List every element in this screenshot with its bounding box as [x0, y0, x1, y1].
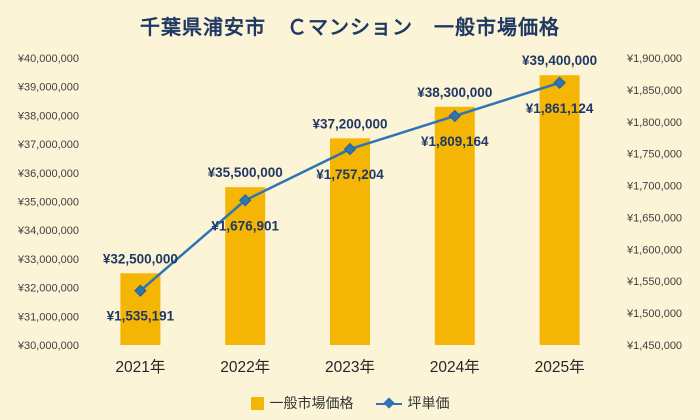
line-marker-2022年: [238, 194, 252, 207]
left-axis-tick-label: ¥40,000,000: [17, 53, 79, 65]
legend-item-market-price: 一般市場価格: [250, 393, 354, 413]
bar-series-swatch-icon: [250, 396, 264, 410]
left-axis-tick-label: ¥35,000,000: [17, 197, 79, 209]
right-axis-tick-label: ¥1,550,000: [626, 276, 682, 288]
left-axis-tick-label: ¥36,000,000: [17, 168, 79, 180]
right-axis-tick-label: ¥1,750,000: [626, 149, 682, 161]
bar-2022年: [225, 187, 266, 345]
line-marker-2021年: [134, 284, 147, 297]
right-axis-tick-label: ¥1,600,000: [626, 244, 682, 256]
x-axis-label: 2022年: [220, 358, 270, 376]
x-axis-label: 2021年: [115, 358, 165, 376]
left-axis-tick-label: ¥32,000,000: [17, 283, 79, 295]
right-axis-tick-label: ¥1,650,000: [626, 212, 682, 224]
right-axis-tick-label: ¥1,700,000: [626, 181, 682, 193]
line-marker-2025年: [553, 76, 566, 90]
chart-title: 千葉県浦安市 Ｃマンション 一般市場価格: [140, 17, 560, 39]
legend: 一般市場価格 坪単価: [0, 393, 700, 413]
line-data-label: ¥1,757,204: [316, 167, 384, 182]
legend-item-tsubo-price: 坪単価: [375, 393, 450, 413]
right-axis-tick-label: ¥1,900,000: [626, 53, 682, 65]
bar-data-label: ¥32,500,000: [103, 251, 178, 266]
bar-2023年: [330, 138, 370, 345]
bar-2025年: [539, 75, 580, 345]
left-axis-tick-label: ¥31,000,000: [17, 311, 79, 323]
left-axis-tick-label: ¥33,000,000: [17, 254, 79, 266]
line-data-label: ¥1,676,901: [211, 218, 279, 233]
line-series-swatch-icon: [375, 397, 402, 410]
right-axis-tick-label: ¥1,450,000: [626, 340, 682, 352]
x-axis-label: 2023年: [325, 358, 375, 376]
bar-data-label: ¥37,200,000: [312, 116, 387, 131]
right-axis-tick-label: ¥1,800,000: [626, 117, 682, 129]
bar-data-label: ¥38,300,000: [417, 85, 492, 100]
bar-2024年: [434, 106, 475, 345]
left-axis-tick-label: ¥34,000,000: [17, 225, 79, 237]
bar-data-label: ¥35,500,000: [208, 165, 283, 180]
line-marker-2023年: [343, 142, 357, 156]
legend-label-market-price: 一般市場価格: [269, 395, 354, 411]
left-axis-tick-label: ¥38,000,000: [17, 110, 79, 122]
left-axis-tick-label: ¥39,000,000: [17, 82, 79, 94]
left-axis-tick-label: ¥30,000,000: [17, 340, 79, 352]
line-data-label: ¥1,809,164: [421, 134, 489, 149]
x-axis-label: 2025年: [535, 358, 585, 376]
x-axis-label: 2024年: [430, 358, 480, 376]
right-axis-tick-label: ¥1,850,000: [626, 85, 682, 97]
line-marker-2024年: [448, 109, 462, 123]
right-axis-tick-label: ¥1,500,000: [626, 308, 682, 320]
line-data-label: ¥1,861,124: [526, 101, 594, 116]
bar-data-label: ¥39,400,000: [522, 53, 597, 68]
line-data-label: ¥1,535,191: [107, 309, 175, 324]
legend-label-tsubo-price: 坪単価: [407, 395, 450, 411]
left-axis-tick-label: ¥37,000,000: [17, 139, 79, 151]
